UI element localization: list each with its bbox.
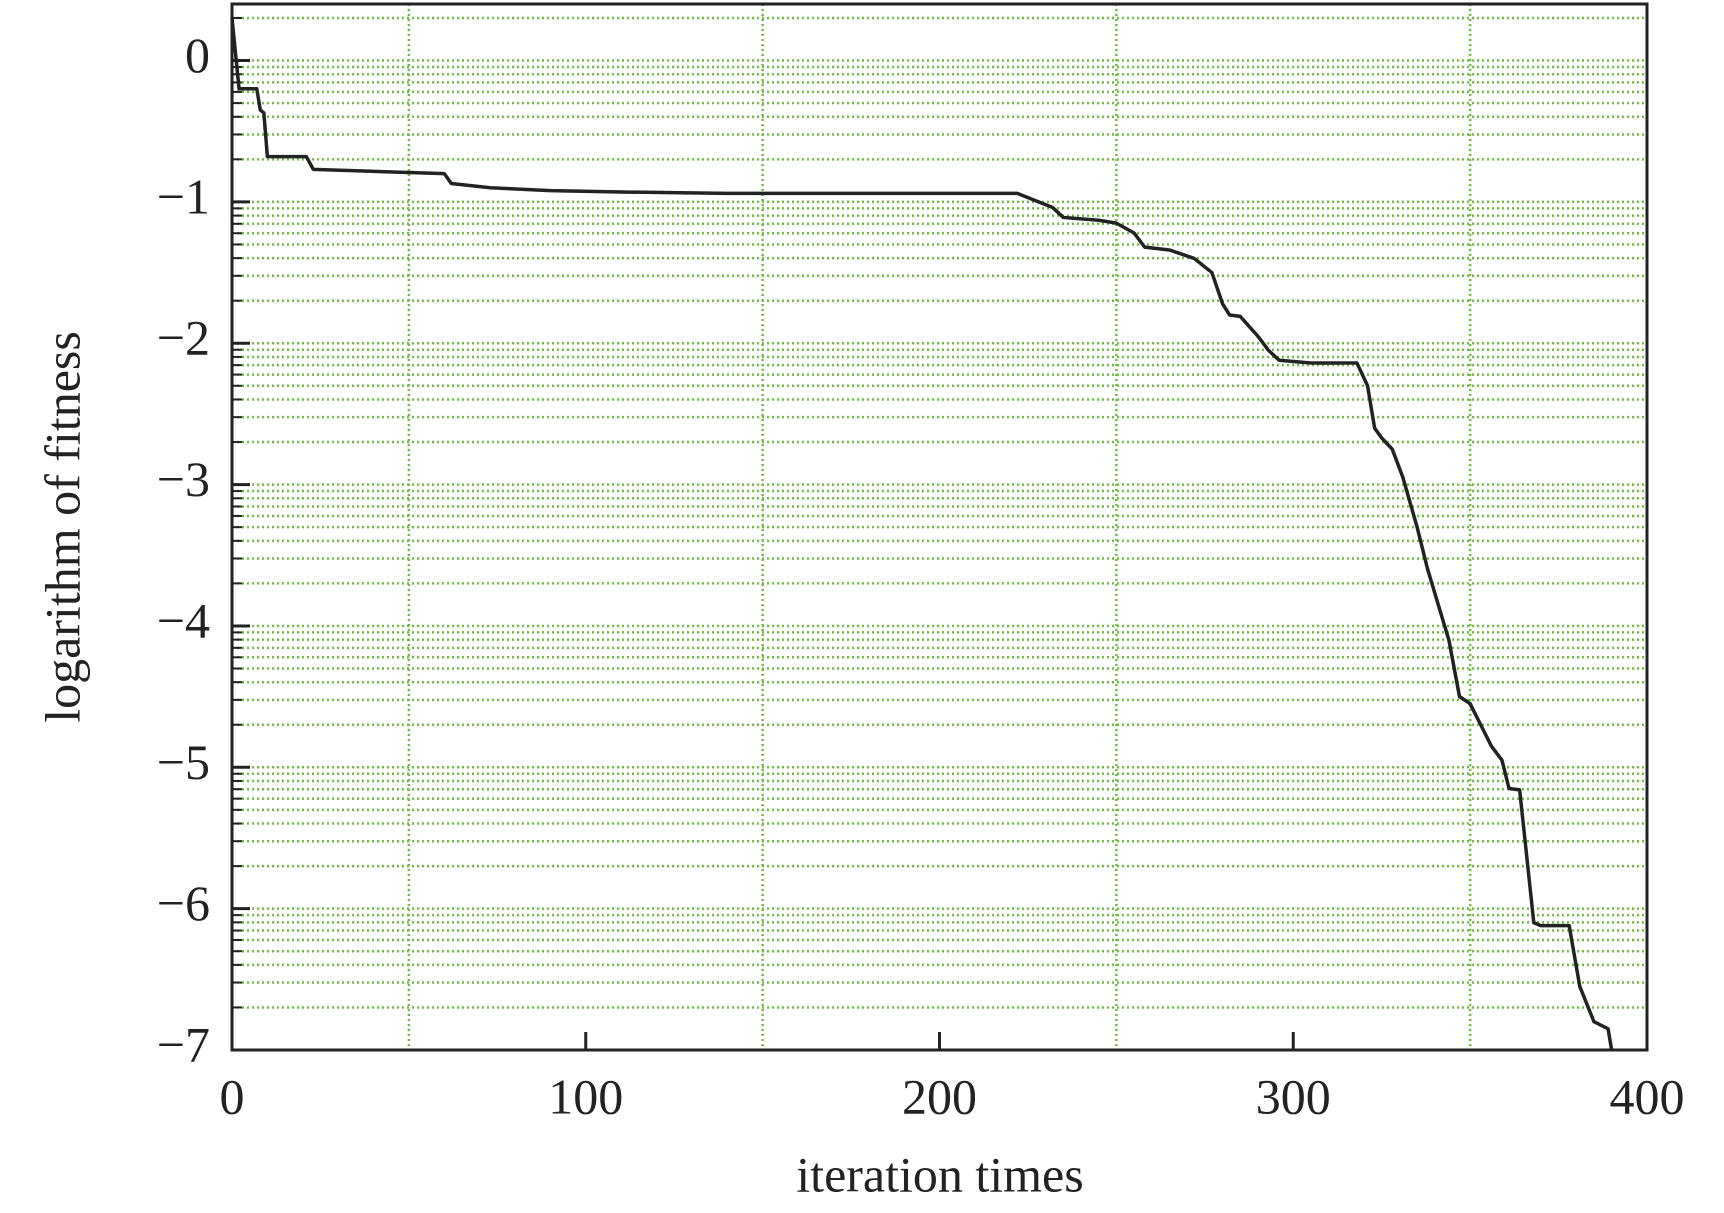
y-tick-label: −7 [157, 1016, 210, 1072]
x-tick-label: 0 [220, 1068, 245, 1124]
x-tick-label: 100 [548, 1068, 623, 1124]
x-tick-label: 300 [1256, 1068, 1331, 1124]
y-tick-label: −1 [157, 168, 210, 224]
plot-frame [230, 2, 1649, 1052]
y-tick-label: −5 [157, 734, 210, 790]
x-axis-title: iteration times [796, 1146, 1083, 1202]
x-tick-label: 200 [902, 1068, 977, 1124]
y-tick-label: −6 [157, 875, 210, 931]
y-tick-label: −2 [157, 310, 210, 366]
y-axis-title: logarithm of fitness [34, 331, 90, 723]
data-line [230, 17, 1614, 1051]
y-tick-label: −4 [157, 592, 210, 648]
y-tick-label: −3 [157, 451, 210, 507]
x-tick-label: 400 [1610, 1068, 1685, 1124]
y-tick-label: 0 [185, 27, 210, 83]
